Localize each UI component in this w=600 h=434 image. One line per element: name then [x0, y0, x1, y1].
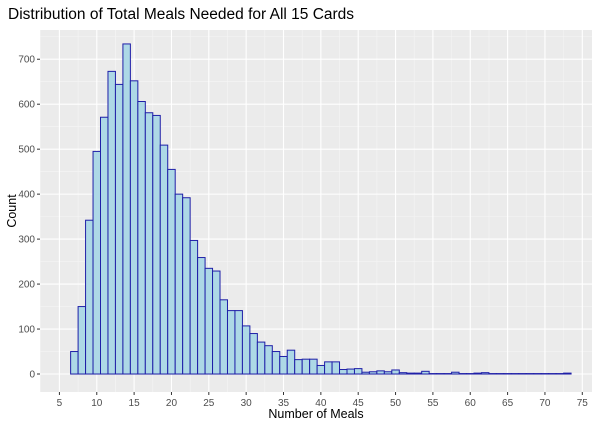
histogram-bar [213, 271, 220, 374]
chart-title: Distribution of Total Meals Needed for A… [8, 6, 354, 23]
histogram-bar [564, 373, 571, 374]
x-tick-label: 60 [465, 398, 477, 409]
y-tick-label: 200 [18, 280, 35, 291]
y-tick-label: 700 [18, 55, 35, 66]
y-tick-label: 400 [18, 190, 35, 201]
histogram-bar [168, 169, 175, 374]
histogram-bar [198, 258, 205, 374]
histogram-bar [422, 371, 429, 374]
histogram-bar [108, 71, 115, 374]
x-tick-label: 65 [502, 398, 514, 409]
histogram-bar [153, 115, 160, 374]
histogram-bar [414, 373, 421, 374]
y-tick-label: 300 [18, 235, 35, 246]
histogram-bar [332, 362, 339, 374]
x-tick-label: 50 [390, 398, 402, 409]
histogram-bar [265, 346, 272, 374]
histogram-bar [115, 84, 122, 374]
histogram-bar [160, 145, 167, 374]
y-tick-label: 500 [18, 145, 35, 156]
x-tick-label: 25 [203, 398, 215, 409]
histogram-bar [272, 352, 279, 374]
y-tick-label: 100 [18, 325, 35, 336]
histogram-bar [183, 198, 190, 374]
histogram-bar [138, 102, 145, 375]
x-tick-label: 15 [129, 398, 141, 409]
histogram-bar [392, 370, 399, 374]
histogram-bar [71, 352, 78, 374]
y-tick-label: 600 [18, 100, 35, 111]
histogram-bar [220, 300, 227, 374]
histogram-bar [452, 372, 459, 374]
histogram-bar [250, 334, 257, 374]
x-tick-label: 70 [539, 398, 551, 409]
histogram-bar [78, 307, 85, 374]
histogram-bar [93, 151, 100, 374]
histogram-bar [474, 373, 481, 374]
x-tick-label: 20 [166, 398, 178, 409]
histogram-bar [130, 81, 137, 374]
histogram-bar [235, 311, 242, 374]
histogram-bar [310, 359, 317, 374]
histogram-bar [175, 194, 182, 374]
histogram-bar [317, 365, 324, 374]
y-tick-label: 0 [29, 370, 35, 381]
histogram-bar [205, 268, 212, 374]
histogram-bar [399, 373, 406, 374]
histogram-bar [481, 373, 488, 374]
histogram-bar [325, 362, 332, 374]
y-axis-label: Count [5, 194, 19, 228]
x-tick-label: 10 [91, 398, 103, 409]
histogram-bar [257, 342, 264, 374]
x-axis-label: Number of Meals [268, 407, 363, 421]
x-tick-label: 30 [241, 398, 253, 409]
histogram-bar [347, 369, 354, 374]
x-tick-label: 5 [57, 398, 63, 409]
histogram-bar [354, 369, 361, 374]
histogram-bar [280, 356, 287, 374]
histogram-bar [227, 311, 234, 374]
histogram-bar [362, 372, 369, 374]
histogram-bar [377, 371, 384, 374]
histogram-bar [407, 373, 414, 374]
histogram-bar [145, 113, 152, 374]
x-tick-label: 55 [427, 398, 439, 409]
x-tick-label: 75 [577, 398, 589, 409]
histogram-bar [340, 370, 347, 374]
histogram-bar [86, 220, 93, 374]
histogram-bar [287, 350, 294, 374]
histogram-bar [242, 326, 249, 374]
histogram-bar [369, 372, 376, 374]
histogram-bar [295, 360, 302, 374]
histogram-bar [101, 117, 108, 374]
histogram-bar [190, 240, 197, 374]
histogram-bar [302, 359, 309, 374]
histogram-bar [384, 372, 391, 374]
histogram-bar [123, 44, 130, 374]
